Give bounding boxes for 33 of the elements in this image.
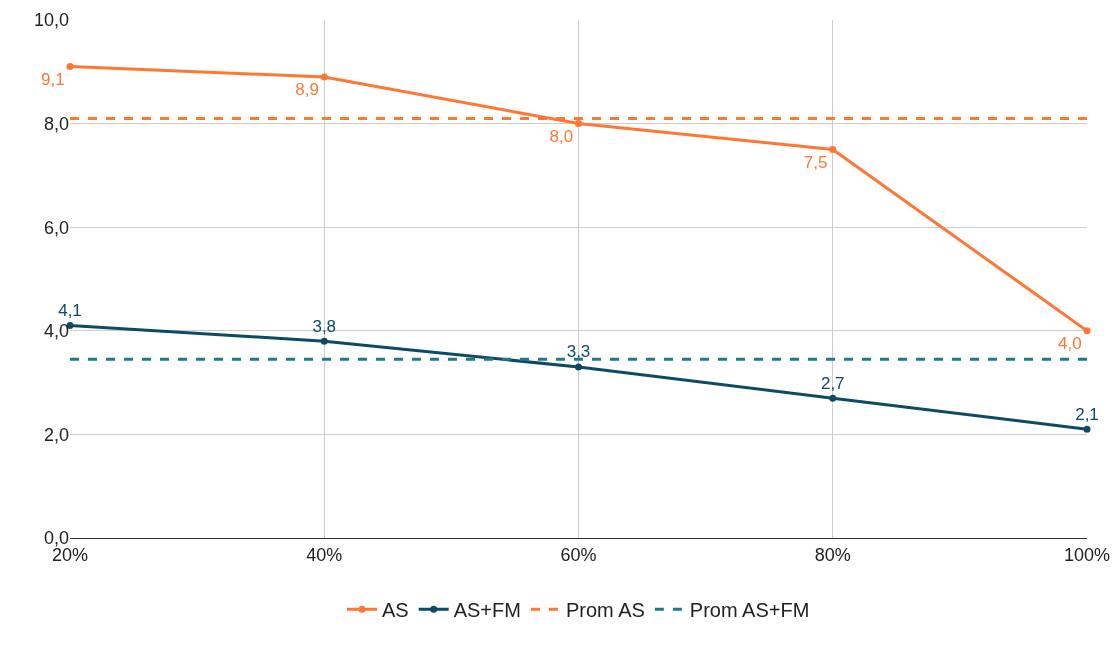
data-label: 8,9 bbox=[295, 80, 319, 100]
point bbox=[575, 120, 582, 128]
y-tick-label: 2,0 bbox=[43, 424, 69, 445]
legend-label: Prom AS bbox=[565, 599, 645, 622]
data-label: 4,1 bbox=[58, 300, 82, 320]
y-tick-label: 8,0 bbox=[43, 113, 69, 134]
legend-label: Prom AS+FM bbox=[689, 599, 810, 622]
point bbox=[1083, 327, 1091, 335]
y-tick-label: 10,0 bbox=[33, 10, 69, 31]
point bbox=[575, 363, 582, 371]
point bbox=[829, 394, 837, 402]
legend-label: AS bbox=[382, 599, 409, 622]
y-tick-label: 4,0 bbox=[43, 321, 69, 342]
y-tick-label: 0,0 bbox=[43, 528, 69, 549]
point bbox=[829, 146, 837, 153]
data-label: 2,1 bbox=[1075, 404, 1099, 424]
data-label: 9,1 bbox=[40, 69, 65, 89]
data-label: 3,3 bbox=[566, 342, 591, 362]
data-label: 2,7 bbox=[820, 373, 845, 393]
x-tick-label: 40% bbox=[306, 544, 343, 565]
point bbox=[320, 337, 328, 345]
x-tick-label: 100% bbox=[1063, 544, 1111, 565]
data-label: 4,0 bbox=[1057, 333, 1082, 353]
data-label: 7,5 bbox=[803, 152, 828, 172]
point bbox=[320, 73, 328, 81]
data-label: 8,0 bbox=[549, 126, 574, 146]
point bbox=[1083, 425, 1091, 433]
legend-label: AS+FM bbox=[453, 599, 521, 622]
x-tick-label: 60% bbox=[560, 544, 597, 565]
y-tick-label: 6,0 bbox=[43, 217, 69, 238]
point bbox=[66, 63, 74, 71]
data-label: 3,8 bbox=[312, 316, 337, 336]
x-tick-label: 80% bbox=[814, 544, 851, 565]
